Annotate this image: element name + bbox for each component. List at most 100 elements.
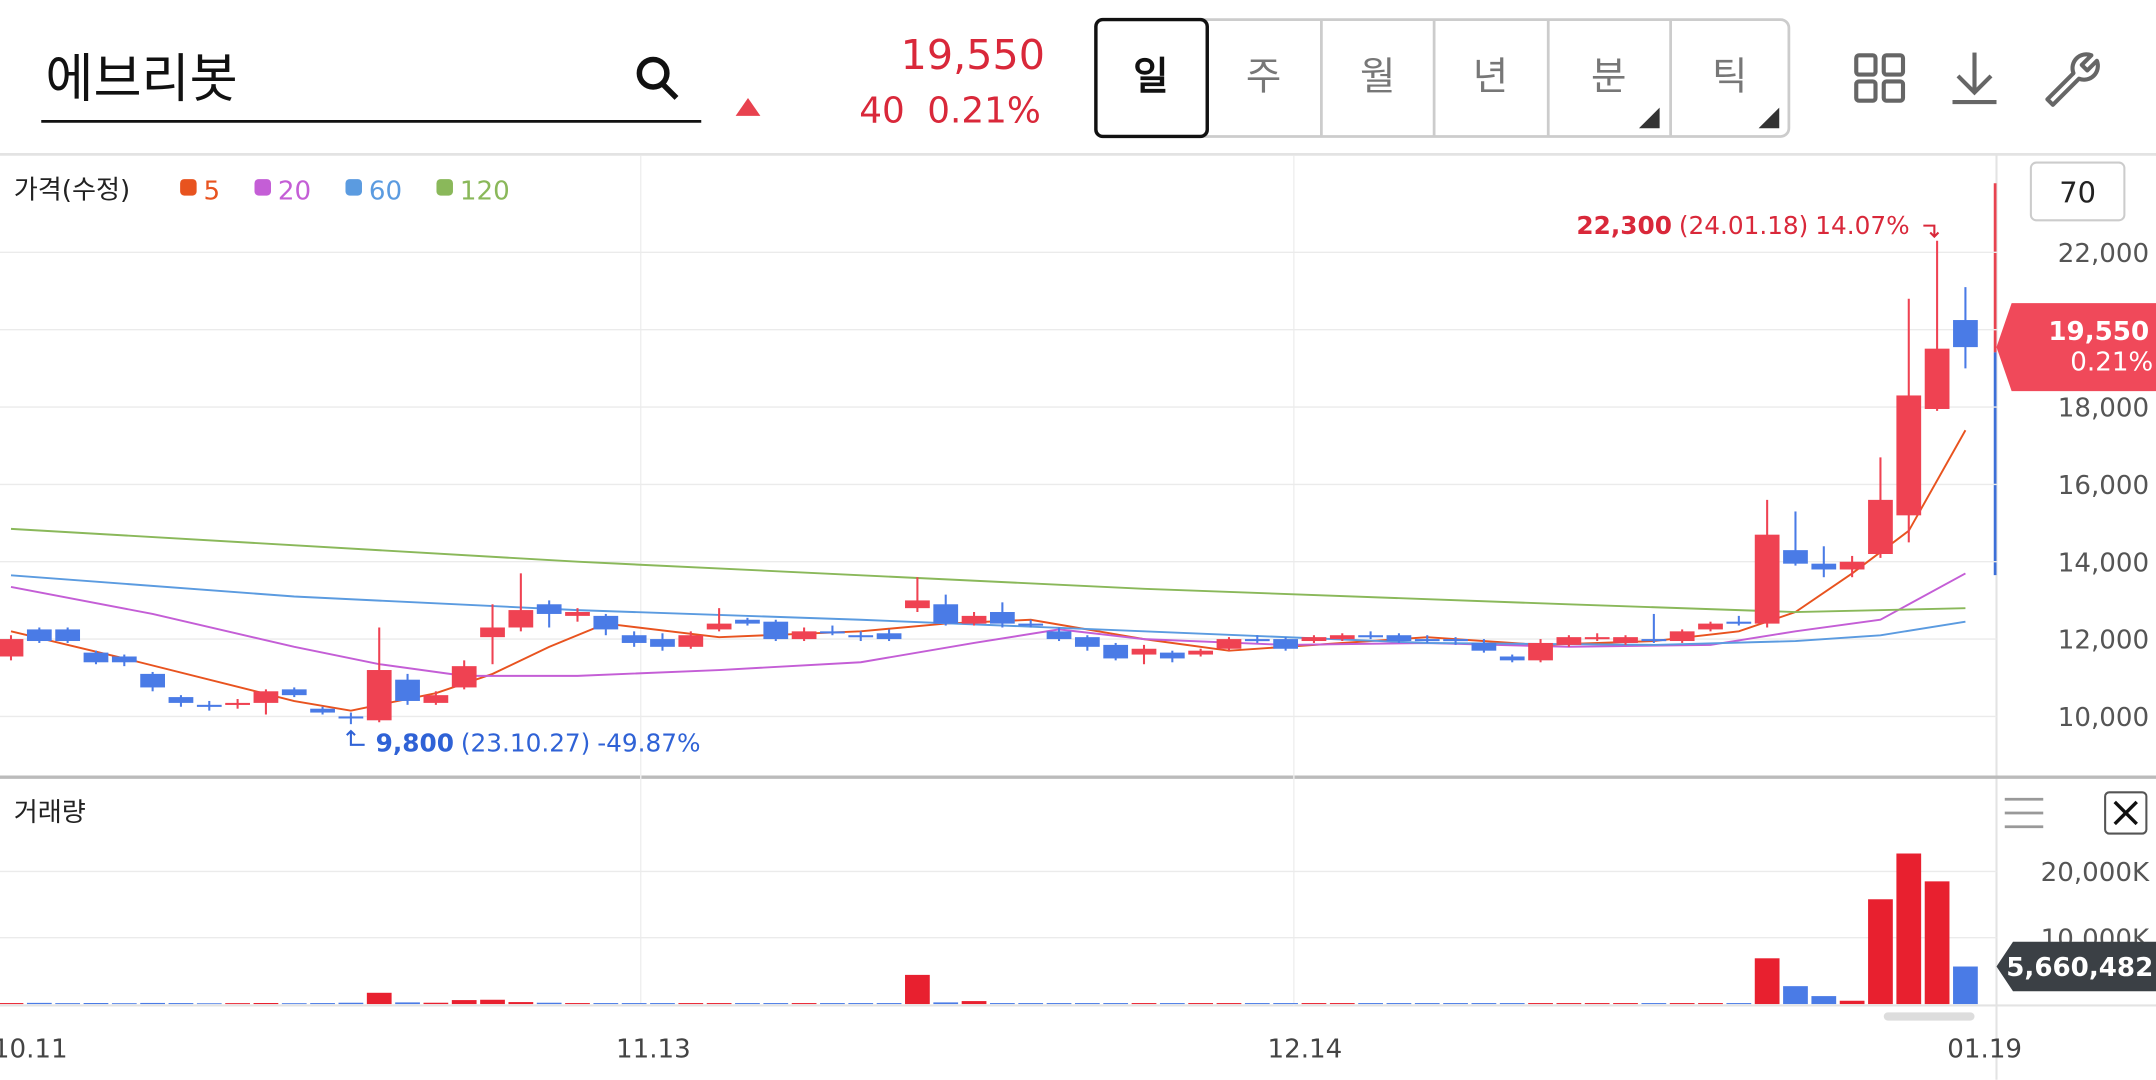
- candle-body: [1386, 635, 1412, 642]
- candle-body: [1159, 652, 1185, 659]
- period-tab[interactable]: 분: [1591, 55, 1626, 100]
- visible-count-box[interactable]: [2029, 161, 2126, 222]
- candle-body: [310, 708, 335, 713]
- search-icon[interactable]: [636, 56, 679, 100]
- candle-body: [366, 670, 392, 721]
- volume-bar: [1188, 1003, 1214, 1005]
- visible-count[interactable]: 70: [2059, 175, 2096, 209]
- volume-bar: [1386, 1003, 1412, 1005]
- scroll-thumb[interactable]: [1883, 1012, 1975, 1021]
- candle-body: [1556, 637, 1582, 645]
- candle-body: [338, 716, 364, 719]
- candle-body: [1018, 623, 1044, 626]
- volume-bar: [933, 1002, 959, 1005]
- candle-body: [1074, 637, 1100, 647]
- volume-bar: [1244, 1003, 1270, 1005]
- settings-icon[interactable]: [2045, 52, 2100, 107]
- volume-bar: [1358, 1003, 1383, 1005]
- volume-bar: [1414, 1003, 1440, 1005]
- annotation-text: 22,300 (24.01.18) 14.07%: [1576, 211, 1909, 240]
- candles: [0, 240, 1978, 1005]
- candle-body: [820, 631, 845, 634]
- y-tick-label: 20,000K: [2041, 858, 2150, 888]
- candle-body: [1924, 348, 1950, 409]
- period-tab-selected[interactable]: [1094, 17, 1209, 139]
- volume-bar: [1613, 1003, 1638, 1005]
- extreme-annotation: 22,300 (24.01.18) 14.07%: [1576, 211, 1940, 240]
- download-icon[interactable]: [1952, 52, 1997, 105]
- period-tab[interactable]: 월: [1360, 55, 1395, 100]
- candle-body: [1188, 650, 1214, 655]
- candle-body: [508, 610, 534, 628]
- volume-bar: [395, 1002, 420, 1005]
- up-arrow: [735, 97, 761, 116]
- stock-name[interactable]: 에브리봇: [45, 50, 237, 110]
- legend-label: 120: [460, 177, 510, 207]
- price-badge: [1996, 303, 2156, 392]
- grid: [0, 251, 1997, 939]
- candle-body: [1443, 639, 1468, 642]
- volume-bar: [423, 1002, 449, 1005]
- y-tick-label: 16,000: [2058, 471, 2149, 501]
- volume-bar: [820, 1003, 845, 1005]
- candle-body: [480, 627, 505, 638]
- annotation-change: 14.07%: [1815, 211, 1909, 240]
- volume-bar: [621, 1003, 647, 1005]
- volume-bar: [1669, 1003, 1695, 1005]
- volume-bar: [55, 1003, 81, 1005]
- ma-line: [10, 429, 1967, 712]
- close-button[interactable]: [2104, 791, 2148, 835]
- period-tab[interactable]: 일: [1133, 55, 1168, 100]
- layout-icon[interactable]: [1854, 53, 1906, 103]
- candle-body: [621, 635, 647, 643]
- candle-body: [395, 679, 420, 701]
- volume-bar: [961, 1001, 987, 1005]
- y-tick-label: 12,000: [2058, 626, 2149, 656]
- candle-body: [1414, 639, 1440, 642]
- current-price: 19,550: [901, 31, 1045, 79]
- volume-bar: [1924, 881, 1950, 1005]
- tab-corner: [1639, 107, 1660, 129]
- legend-swatch: [180, 179, 197, 196]
- volume-bar: [1103, 1003, 1129, 1005]
- annotation-arrow: [1923, 224, 1940, 239]
- volume-bar: [1698, 1003, 1723, 1005]
- period-tab[interactable]: 틱: [1712, 55, 1747, 100]
- volume-bar: [905, 974, 930, 1005]
- volume-bar: [706, 1003, 732, 1005]
- candle-body: [1301, 637, 1327, 642]
- volume-bar: [1131, 1003, 1157, 1005]
- volume-bar: [650, 1003, 675, 1005]
- price-panel-title: 가격(수정): [14, 175, 130, 205]
- period-tab[interactable]: 주: [1246, 55, 1281, 100]
- candle-body: [111, 656, 137, 663]
- period-tab[interactable]: 년: [1473, 55, 1508, 100]
- candle-body: [1584, 637, 1610, 640]
- candle-body: [876, 633, 902, 640]
- candle-body: [706, 623, 732, 630]
- volume-bar: [1471, 1003, 1497, 1005]
- volume-bar: [338, 1002, 364, 1005]
- candle-body: [1273, 639, 1298, 649]
- x-tick-label: 01.19: [1947, 1035, 2022, 1065]
- annotation-label: 9,800: [376, 729, 454, 758]
- candle-body: [593, 615, 619, 630]
- volume-bar: [1216, 1003, 1242, 1005]
- x-tick-label: 10.11: [0, 1035, 68, 1065]
- menu-icon[interactable]: [2004, 797, 2044, 829]
- candle-body: [1358, 635, 1383, 638]
- candle-body: [565, 612, 590, 616]
- legend-label: 60: [369, 177, 402, 207]
- candle-body: [1329, 635, 1355, 640]
- volume-bar: [140, 1002, 165, 1005]
- candle-body: [933, 604, 959, 624]
- y-tick-label: 18,000: [2058, 394, 2149, 424]
- volume-bar: [1726, 1003, 1752, 1005]
- price-badge-value: 19,550: [2048, 317, 2149, 347]
- annotation-date: (23.10.27): [461, 729, 591, 758]
- candle-body: [1726, 621, 1752, 624]
- volume-bar: [253, 1003, 279, 1005]
- candle-body: [1811, 563, 1837, 570]
- candle-body: [168, 697, 194, 703]
